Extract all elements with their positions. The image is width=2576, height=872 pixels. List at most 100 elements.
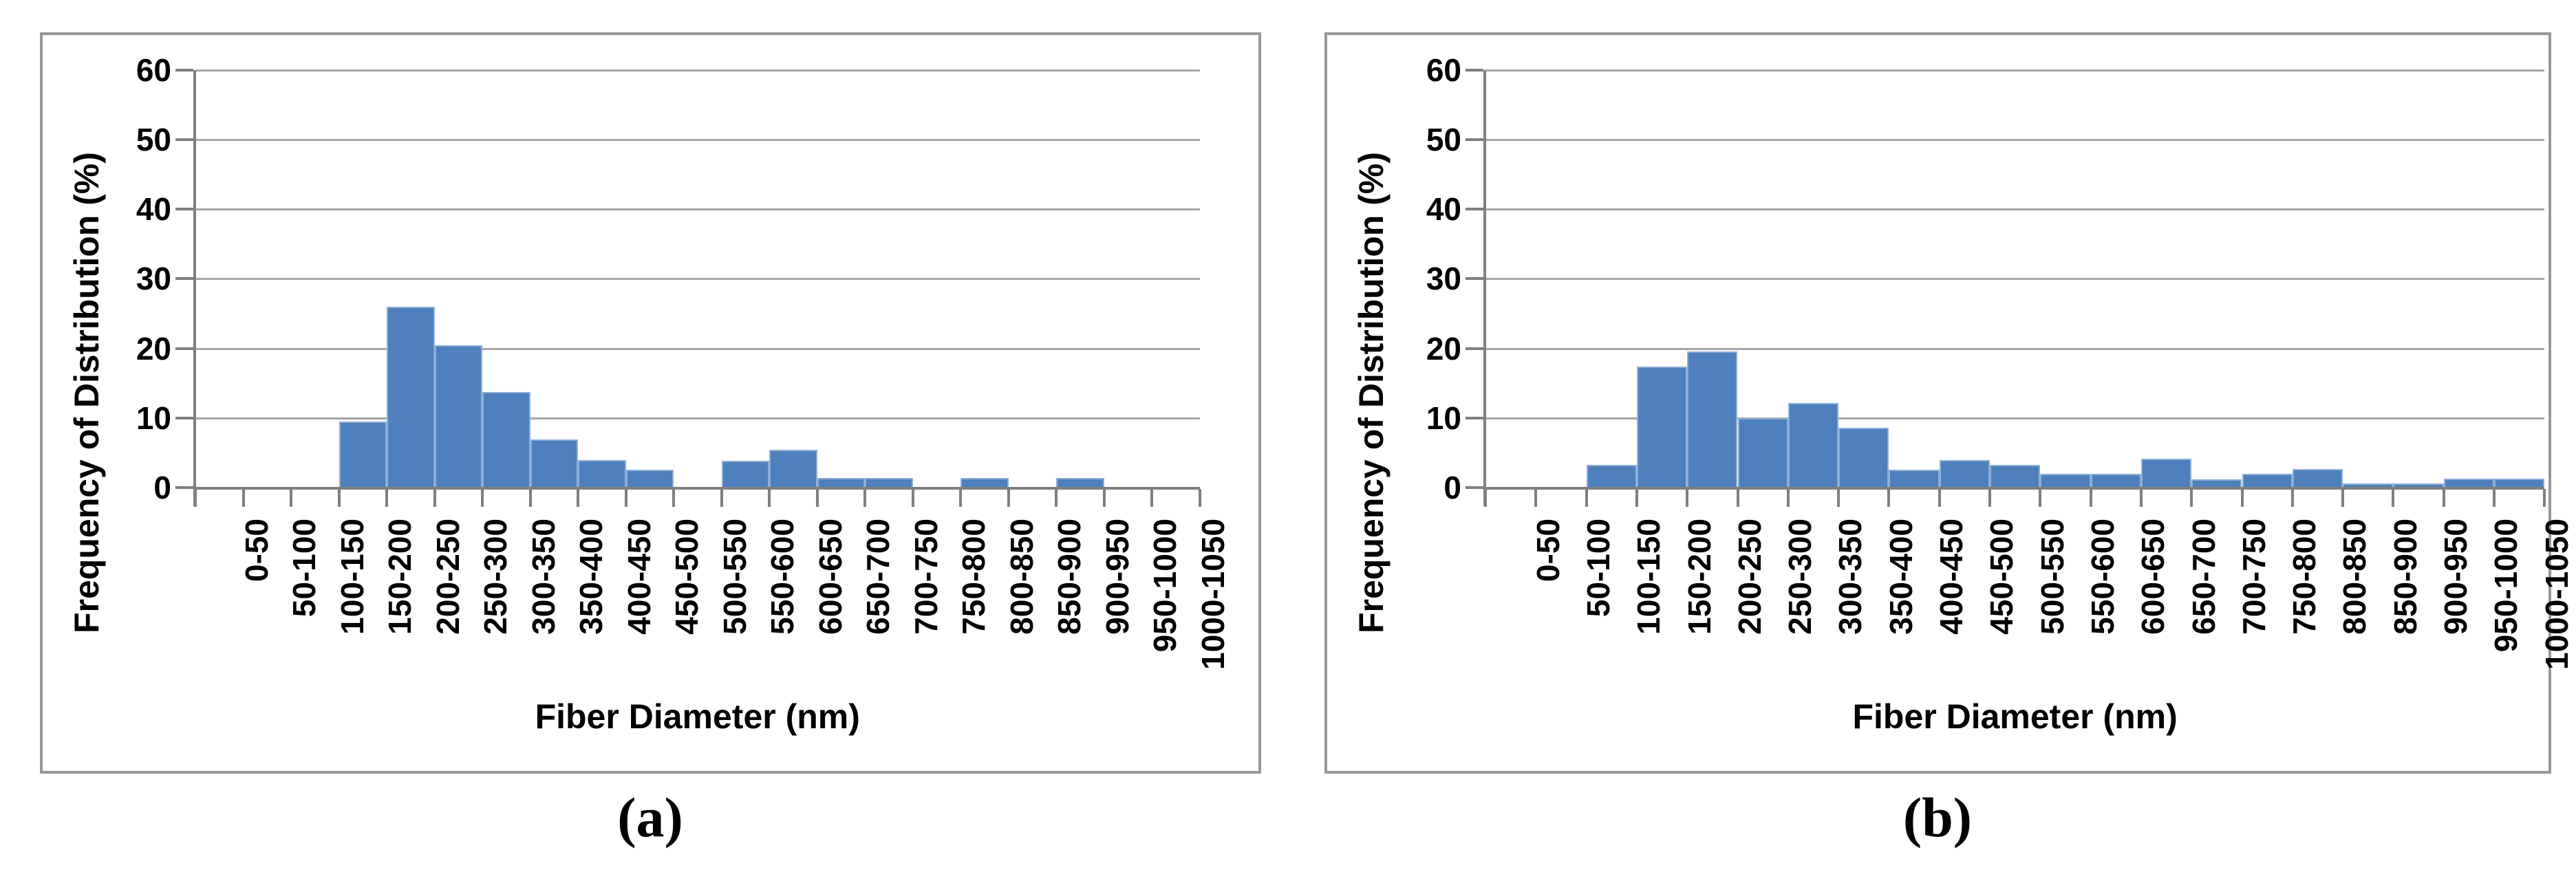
x-axis-line xyxy=(1483,487,2545,490)
x-tick xyxy=(768,489,771,507)
bar-400-450 xyxy=(1889,469,1940,488)
plot-area: 0 10 20 30 40 50 60 0-50 50-100 100-150 150-200 200… xyxy=(43,35,1258,771)
x-axis-title: Fiber Diameter (nm) xyxy=(1852,697,2178,736)
x-tick xyxy=(2240,489,2244,507)
y-tick-label-20: 20 xyxy=(1426,330,1461,367)
x-tick xyxy=(242,489,245,507)
x-tick xyxy=(1198,489,1201,507)
x-tick xyxy=(1055,489,1058,507)
x-tick-label-300-350: 300-350 xyxy=(1832,519,1869,635)
x-tick-label-100-150: 100-150 xyxy=(1631,519,1667,635)
x-tick xyxy=(1635,489,1638,507)
x-tick xyxy=(1484,489,1487,507)
x-tick xyxy=(2341,489,2345,507)
bar-600-650 xyxy=(2090,473,2141,488)
caption-b: (b) xyxy=(1902,786,1973,849)
bar-250-300 xyxy=(1737,417,1788,488)
bar-900-950 xyxy=(1056,477,1104,488)
x-tick-label-850-900: 850-900 xyxy=(1051,519,1088,635)
x-tick-label-450-500: 450-500 xyxy=(669,519,705,635)
x-tick-label-800-850: 800-850 xyxy=(1003,519,1040,635)
x-tick xyxy=(290,489,292,507)
y-tick-label-30: 30 xyxy=(1426,261,1461,297)
chart-panel-b: Frequency of Distribution (%) Fiber Diam… xyxy=(1324,32,2575,774)
plot-area: 0 10 20 30 40 50 60 0-50 50-100 100-150 150-200 200… xyxy=(1327,35,2575,771)
y-tick-30 xyxy=(1466,277,1483,281)
x-tick xyxy=(2139,489,2143,507)
x-tick xyxy=(720,489,723,507)
x-tick-label-950-1000: 950-1000 xyxy=(1147,519,1183,653)
x-tick xyxy=(481,489,484,507)
y-tick-label-0: 0 xyxy=(153,470,171,505)
x-tick-label-0-50: 0-50 xyxy=(1530,519,1566,582)
bar-700-750 xyxy=(865,477,913,488)
x-tick xyxy=(2290,489,2294,507)
x-tick xyxy=(1534,489,1538,507)
x-axis-line xyxy=(193,487,1200,490)
y-tick-label-30: 30 xyxy=(136,261,171,297)
x-tick-label-300-350: 300-350 xyxy=(525,519,561,635)
x-tick-label-500-550: 500-550 xyxy=(2034,519,2070,635)
y-tick-label-20: 20 xyxy=(136,330,171,367)
bar-200-250 xyxy=(1687,351,1738,488)
x-tick-label-850-900: 850-900 xyxy=(2387,519,2423,635)
x-tick-label-500-550: 500-550 xyxy=(716,519,753,635)
caption-a: (a) xyxy=(617,786,683,849)
x-tick-label-100-150: 100-150 xyxy=(334,519,370,635)
y-tick-60 xyxy=(1466,68,1483,72)
bar-700-750 xyxy=(2191,479,2242,488)
x-tick xyxy=(194,489,197,507)
x-tick-label-150-200: 150-200 xyxy=(382,519,418,635)
x-tick-label-350-400: 350-400 xyxy=(573,519,610,635)
x-tick-label-550-600: 550-600 xyxy=(764,519,801,635)
y-tick-50 xyxy=(1466,138,1483,142)
bar-950-1000 xyxy=(2443,478,2494,488)
y-tick-10 xyxy=(1466,416,1483,419)
y-tick-label-0: 0 xyxy=(1443,470,1461,505)
x-tick-label-1000-1050: 1000-1050 xyxy=(2538,519,2575,670)
y-axis-line xyxy=(193,70,196,506)
y-tick-40 xyxy=(175,208,193,211)
x-tick-label-400-450: 400-450 xyxy=(1933,519,1970,635)
x-tick xyxy=(2039,489,2042,507)
x-tick xyxy=(1150,489,1153,507)
x-axis-title: Fiber Diameter (nm) xyxy=(535,697,860,736)
bar-650-700 xyxy=(817,477,865,488)
x-tick-label-600-650: 600-650 xyxy=(2135,519,2171,635)
y-tick-label-40: 40 xyxy=(136,191,171,228)
x-tick-label-450-500: 450-500 xyxy=(1984,519,2020,635)
bar-150-200 xyxy=(339,421,387,488)
x-tick xyxy=(1938,489,1941,507)
x-tick-label-650-700: 650-700 xyxy=(860,519,897,635)
gridline-60 xyxy=(195,69,1200,72)
x-tick xyxy=(385,489,388,507)
y-tick-30 xyxy=(175,277,193,281)
y-tick-20 xyxy=(1466,347,1483,350)
bar-200-250 xyxy=(387,306,435,488)
x-tick-label-200-250: 200-250 xyxy=(429,519,466,635)
x-tick xyxy=(2493,489,2496,507)
chart-panel-a: Frequency of Distribution (%) Fiber Diam… xyxy=(40,32,1261,774)
bar-1000-1050 xyxy=(2494,478,2545,488)
bar-850-900 xyxy=(2343,483,2394,488)
x-tick-label-400-450: 400-450 xyxy=(621,519,657,635)
x-tick-label-900-950: 900-950 xyxy=(2438,519,2474,635)
bar-350-400 xyxy=(530,439,578,488)
x-tick-label-900-950: 900-950 xyxy=(1099,519,1135,635)
y-tick-60 xyxy=(175,68,193,72)
x-tick xyxy=(1585,489,1588,507)
y-tick-label-60: 60 xyxy=(136,52,171,88)
gridline-50 xyxy=(1485,139,2545,142)
x-tick xyxy=(2190,489,2193,507)
x-tick-label-650-700: 650-700 xyxy=(2185,519,2222,635)
x-tick xyxy=(1786,489,1790,507)
x-tick xyxy=(2543,489,2546,507)
x-tick-label-750-800: 750-800 xyxy=(2286,519,2323,635)
x-tick xyxy=(1736,489,1739,507)
x-tick-label-50-100: 50-100 xyxy=(1580,519,1616,618)
bar-800-850 xyxy=(2292,468,2343,488)
x-tick xyxy=(2442,489,2445,507)
y-tick-label-10: 10 xyxy=(1426,400,1461,436)
y-tick-0 xyxy=(175,486,193,489)
